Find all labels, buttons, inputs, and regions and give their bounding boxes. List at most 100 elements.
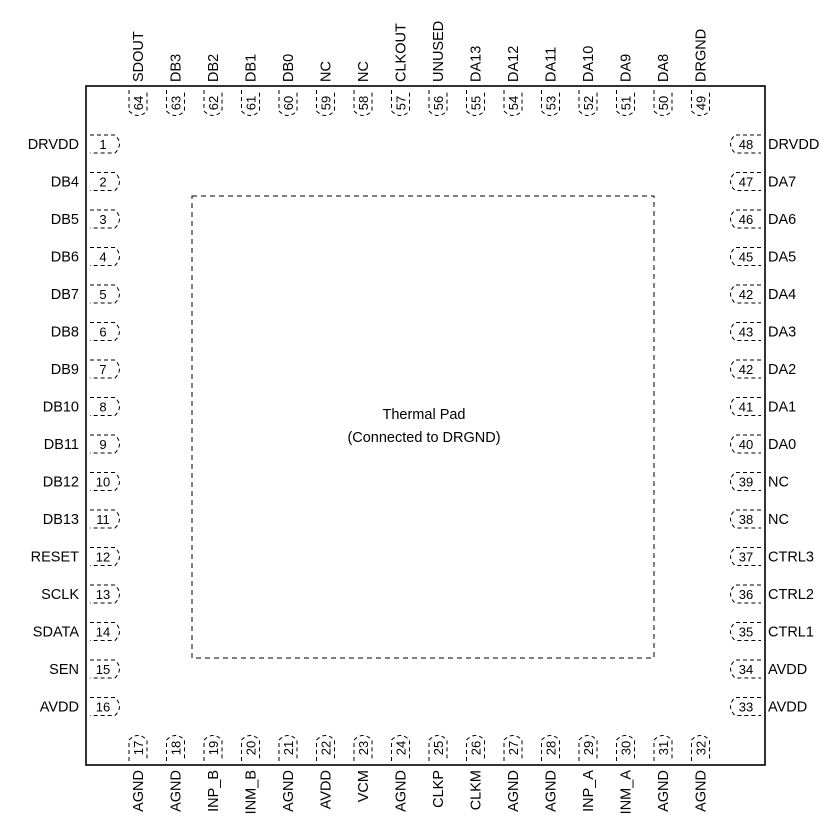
- pin-outline: [90, 697, 120, 716]
- pin-name: DA6: [768, 212, 796, 228]
- pin-bottom-32: 32 AGND: [691, 735, 710, 812]
- pin-number: 6: [99, 325, 106, 340]
- pin-number: 48: [739, 137, 753, 152]
- pin-bottom-29: 29 INP_A: [578, 735, 598, 812]
- thermal-pad: [191, 195, 655, 659]
- pin-outline: [691, 90, 710, 116]
- pin-left-11: 11 DB13: [43, 509, 120, 529]
- pin-number: 58: [356, 96, 371, 110]
- pin-number: 64: [131, 96, 146, 110]
- pin-outline: [730, 472, 761, 491]
- pin-number: 39: [739, 475, 753, 490]
- pin-number: 28: [544, 741, 559, 755]
- pin-left-14: 14 SDATA: [33, 622, 120, 641]
- pin-bottom-17: 17 AGND: [128, 735, 148, 812]
- pin-number: 33: [739, 700, 753, 715]
- pin-name: SEN: [49, 662, 79, 678]
- pin-outline: [653, 735, 673, 761]
- pin-right-44: 42 DA4: [730, 284, 796, 304]
- pin-number: 20: [244, 741, 259, 755]
- pin-outline: [730, 247, 761, 266]
- pin-number: 34: [739, 662, 753, 677]
- pin-name: NC: [768, 475, 789, 491]
- pin-number: 35: [739, 625, 753, 640]
- pin-outline: [90, 584, 120, 604]
- pin-number: 30: [619, 741, 634, 755]
- pin-outline: [730, 359, 761, 379]
- pin-number: 2: [99, 175, 106, 190]
- pin-name: DA0: [768, 437, 796, 453]
- pin-outline: [616, 735, 635, 761]
- pin-right-42: 42 DA2: [730, 359, 796, 379]
- pin-number: 46: [739, 212, 753, 227]
- pin-name: AVDD: [768, 662, 807, 678]
- pin-number: 29: [581, 741, 596, 755]
- pin-name: AVDD: [40, 700, 79, 716]
- pin-left-13: 13 SCLK: [41, 584, 120, 604]
- pin-name: DB2: [206, 54, 222, 82]
- pin-top-56: 56 UNUSED: [428, 21, 448, 116]
- pin-name: AGND: [656, 770, 672, 812]
- pin-outline: [90, 547, 120, 566]
- pin-bottom-30: 30 INM_A: [616, 735, 635, 814]
- pin-name: DA4: [768, 287, 796, 303]
- pin-number: 26: [469, 741, 484, 755]
- pin-number: 31: [656, 741, 671, 755]
- pin-name: DA3: [768, 325, 796, 341]
- pin-number: 49: [694, 96, 709, 110]
- pin-top-58: 58 NC: [353, 61, 373, 116]
- pin-name: VCM: [356, 770, 372, 802]
- pin-number: 5: [99, 287, 106, 302]
- pin-number: 13: [96, 587, 110, 602]
- pin-name: DA8: [656, 54, 672, 82]
- pin-outline: [730, 434, 761, 454]
- pin-name: SDOUT: [131, 31, 147, 82]
- pin-right-47: 47 DA7: [730, 172, 796, 191]
- pin-outline: [90, 509, 120, 529]
- pin-right-43: 43 DA3: [730, 322, 796, 341]
- pin-outline: [90, 397, 120, 416]
- pin-outline: [730, 622, 761, 641]
- pin-right-39: 39 NC: [730, 472, 789, 491]
- pin-name: AVDD: [768, 700, 807, 716]
- pin-name: DRVDD: [28, 137, 79, 153]
- pin-name: DRVDD: [768, 137, 819, 153]
- pin-right-34: 34 AVDD: [730, 659, 807, 679]
- pin-number: 23: [356, 741, 371, 755]
- pins-right: 48 DRVDD 47 DA7 46 DA6 45 DA5 42 DA4 43 DA3 42 DA2 41 D…: [730, 134, 819, 716]
- pin-name: AGND: [506, 770, 522, 812]
- pin-name: INP_A: [581, 770, 597, 812]
- pin-outline: [578, 735, 598, 761]
- pin-name: DB8: [51, 325, 79, 341]
- pin-number: 57: [394, 96, 409, 110]
- pin-top-62: 62 DB2: [203, 54, 223, 116]
- pin-name: NC: [319, 61, 335, 82]
- pin-top-53: 53 DA11: [541, 47, 560, 116]
- pin-number: 25: [431, 741, 446, 755]
- pin-outline: [466, 90, 485, 116]
- pin-right-41: 41 DA1: [730, 397, 796, 416]
- pin-name: CTRL1: [768, 625, 814, 641]
- pin-bottom-22: 22 AVDD: [316, 735, 335, 809]
- pin-left-8: 8 DB10: [43, 397, 120, 416]
- pin-top-49: 49 DRGND: [691, 29, 710, 116]
- pin-left-4: 4 DB6: [51, 247, 120, 266]
- pin-number: 47: [739, 175, 753, 190]
- pin-name: NC: [356, 61, 372, 82]
- pin-number: 7: [99, 362, 106, 377]
- pin-outline: [353, 90, 373, 116]
- pin-number: 12: [96, 550, 110, 565]
- pin-outline: [128, 735, 148, 761]
- pin-number: 14: [96, 625, 110, 640]
- pins-left: 1 DRVDD 2 DB4 3 DB5 4 DB6 5 DB7 6 DB8 7 DB9 8 DB10 9 DB11…: [28, 134, 120, 716]
- pin-number: 59: [319, 96, 334, 110]
- pin-left-2: 2 DB4: [51, 172, 120, 191]
- pin-name: DA2: [768, 362, 796, 378]
- pin-name: NC: [768, 512, 789, 528]
- pin-number: 8: [99, 400, 106, 415]
- pin-outline: [128, 90, 148, 116]
- pin-number: 43: [739, 325, 753, 340]
- pin-bottom-27: 27 AGND: [503, 735, 523, 812]
- pin-name: DB7: [51, 287, 79, 303]
